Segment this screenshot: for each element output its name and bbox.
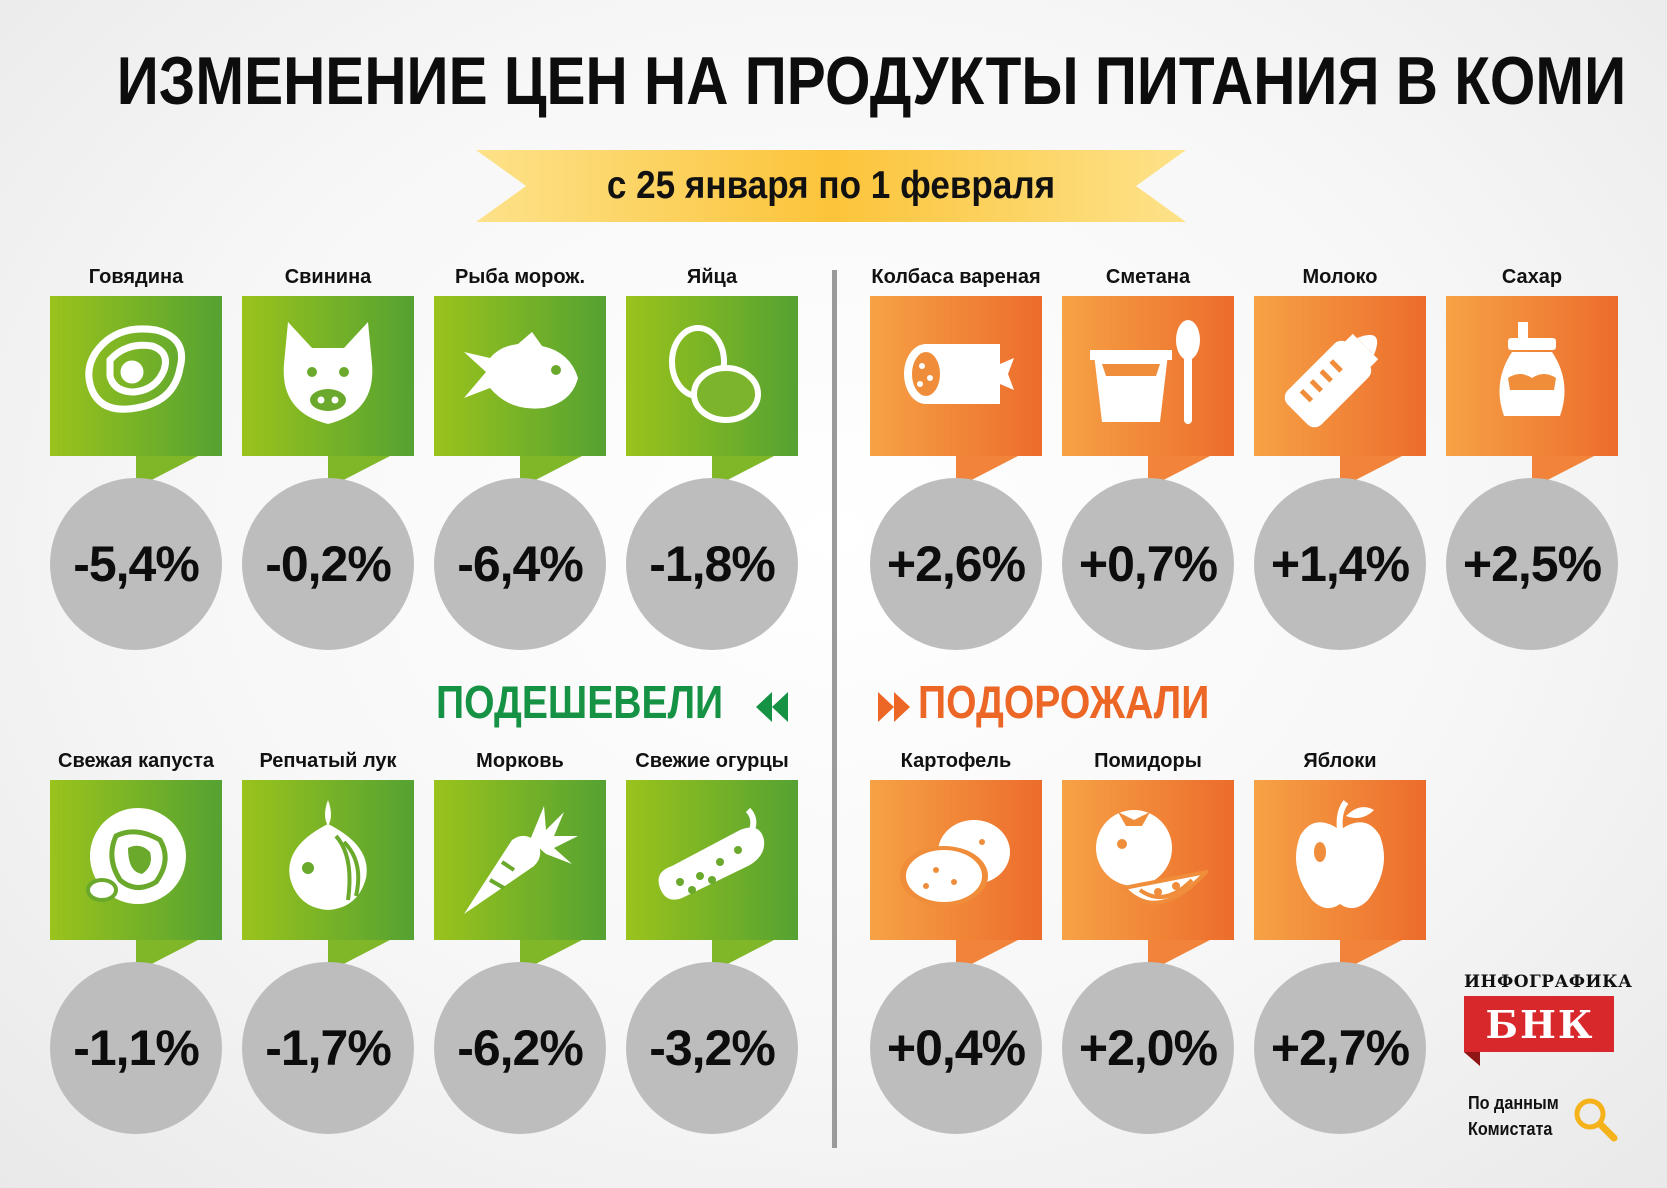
product-card-onion: Репчатый лук -1,7%	[242, 750, 414, 1134]
product-card-cucumber: Свежие огурцы -3,2%	[626, 750, 798, 1134]
product-label: Помидоры	[1094, 750, 1202, 772]
product-label: Яблоки	[1303, 750, 1377, 772]
product-label: Свинина	[284, 266, 372, 288]
product-card-pork: Свинина -0,2%	[242, 266, 414, 650]
change-circle	[434, 962, 606, 1134]
change-circle	[626, 478, 798, 650]
product-label: Морковь	[476, 750, 564, 772]
double-chevron-left-icon	[756, 692, 788, 722]
product-label: Колбаса вареная	[871, 266, 1041, 288]
change-circle	[1446, 478, 1618, 650]
change-circle	[626, 962, 798, 1134]
cucumber-icon	[626, 780, 798, 940]
page-title: ИЗМЕНЕНИЕ ЦЕН НА ПРОДУКТЫ ПИТАНИЯ В КОМИ	[116, 43, 1627, 119]
change-circle	[434, 478, 606, 650]
pricier-heading: ПОДОРОЖАЛИ	[918, 675, 1209, 729]
product-label: Сахар	[1501, 266, 1563, 288]
product-card-sausage: Колбаса вареная +2,6%	[870, 266, 1042, 650]
change-circle	[50, 478, 222, 650]
price-change-value: -6,2%	[457, 1020, 584, 1076]
source-note: По данным Комистата	[1468, 1090, 1559, 1142]
price-change-value: -1,8%	[649, 536, 776, 592]
product-label: Свежая капуста	[58, 750, 214, 772]
product-label: Говядина	[88, 266, 184, 288]
steak-icon	[50, 296, 222, 456]
cheaper-heading: ПОДЕШЕВЕЛИ	[436, 675, 723, 729]
change-circle	[1254, 962, 1426, 1134]
product-card-eggs: Яйца -1,8%	[626, 266, 798, 650]
product-label: Репчатый лук	[259, 750, 397, 772]
price-change-value: -1,7%	[265, 1020, 392, 1076]
product-label: Молоко	[1302, 266, 1378, 288]
magnifier-icon	[1574, 1098, 1618, 1142]
product-label: Рыба морож.	[454, 266, 586, 288]
infographic-caption: ИНФОГРАФИКА	[1464, 972, 1633, 992]
product-card-cabbage: Свежая капуста -1,1%	[50, 750, 222, 1134]
product-card-sour-cream: Сметана +0,7%	[1062, 266, 1234, 650]
product-card-apple: Яблоки +2,7%	[1254, 750, 1426, 1134]
price-change-value: -1,1%	[73, 1020, 200, 1076]
change-circle	[50, 962, 222, 1134]
pricier-label: ПОДОРОЖАЛИ	[918, 676, 1210, 728]
price-change-value: -0,2%	[265, 536, 392, 592]
price-change-value: +2,0%	[1078, 1020, 1218, 1076]
price-change-value: -5,4%	[73, 536, 200, 592]
change-circle	[242, 478, 414, 650]
cabbage-icon	[50, 780, 222, 940]
product-label: Свежие огурцы	[635, 750, 789, 772]
fish-icon	[434, 296, 606, 456]
product-card-potato: Картофель +0,4%	[870, 750, 1042, 1134]
double-chevron-right-icon	[878, 692, 910, 722]
price-change-value: +0,4%	[886, 1020, 1026, 1076]
change-circle	[1254, 478, 1426, 650]
potato-icon	[870, 780, 1042, 940]
column-divider	[832, 270, 837, 1148]
change-circle	[870, 962, 1042, 1134]
change-circle	[870, 478, 1042, 650]
product-label: Яйца	[686, 266, 738, 288]
brand-name: БНК	[1485, 1002, 1595, 1047]
sausage-icon	[870, 296, 1042, 456]
sour-cream-icon	[1062, 296, 1234, 456]
product-card-sugar: Сахар +2,5%	[1446, 266, 1618, 650]
carrot-icon	[434, 780, 606, 940]
product-label: Картофель	[900, 750, 1012, 772]
source-line-2: Комистата	[1468, 1119, 1553, 1139]
change-circle	[1062, 478, 1234, 650]
price-change-value: +2,6%	[886, 536, 1026, 592]
period-label: с 25 января по 1 февраля	[606, 164, 1056, 207]
change-circle	[1062, 962, 1234, 1134]
sugar-jar-icon	[1446, 296, 1618, 456]
product-card-carrot: Морковь -6,2%	[434, 750, 606, 1134]
onion-icon	[242, 780, 414, 940]
price-change-value: +2,5%	[1462, 536, 1602, 592]
price-change-value: -3,2%	[649, 1020, 776, 1076]
price-change-value: +2,7%	[1270, 1020, 1410, 1076]
eggs-icon	[626, 296, 798, 456]
cheaper-label: ПОДЕШЕВЕЛИ	[436, 676, 724, 728]
period-ribbon: с 25 января по 1 февраля	[476, 150, 1186, 222]
price-change-value: +1,4%	[1270, 536, 1410, 592]
price-change-value: -6,4%	[457, 536, 584, 592]
apple-icon	[1254, 780, 1426, 940]
product-card-tomato: Помидоры +2,0%	[1062, 750, 1234, 1134]
milk-bottle-icon	[1254, 296, 1426, 456]
change-circle	[242, 962, 414, 1134]
pig-icon	[242, 296, 414, 456]
product-card-beef: Говядина -5,4%	[50, 266, 222, 650]
source-line-1: По данным	[1468, 1093, 1559, 1113]
price-change-value: +0,7%	[1078, 536, 1218, 592]
product-label: Сметана	[1105, 266, 1191, 288]
tomato-icon	[1062, 780, 1234, 940]
brand-logo	[1464, 996, 1614, 1066]
product-card-milk: Молоко +1,4%	[1254, 266, 1426, 650]
product-card-fish: Рыба морож. -6,4%	[434, 266, 606, 650]
